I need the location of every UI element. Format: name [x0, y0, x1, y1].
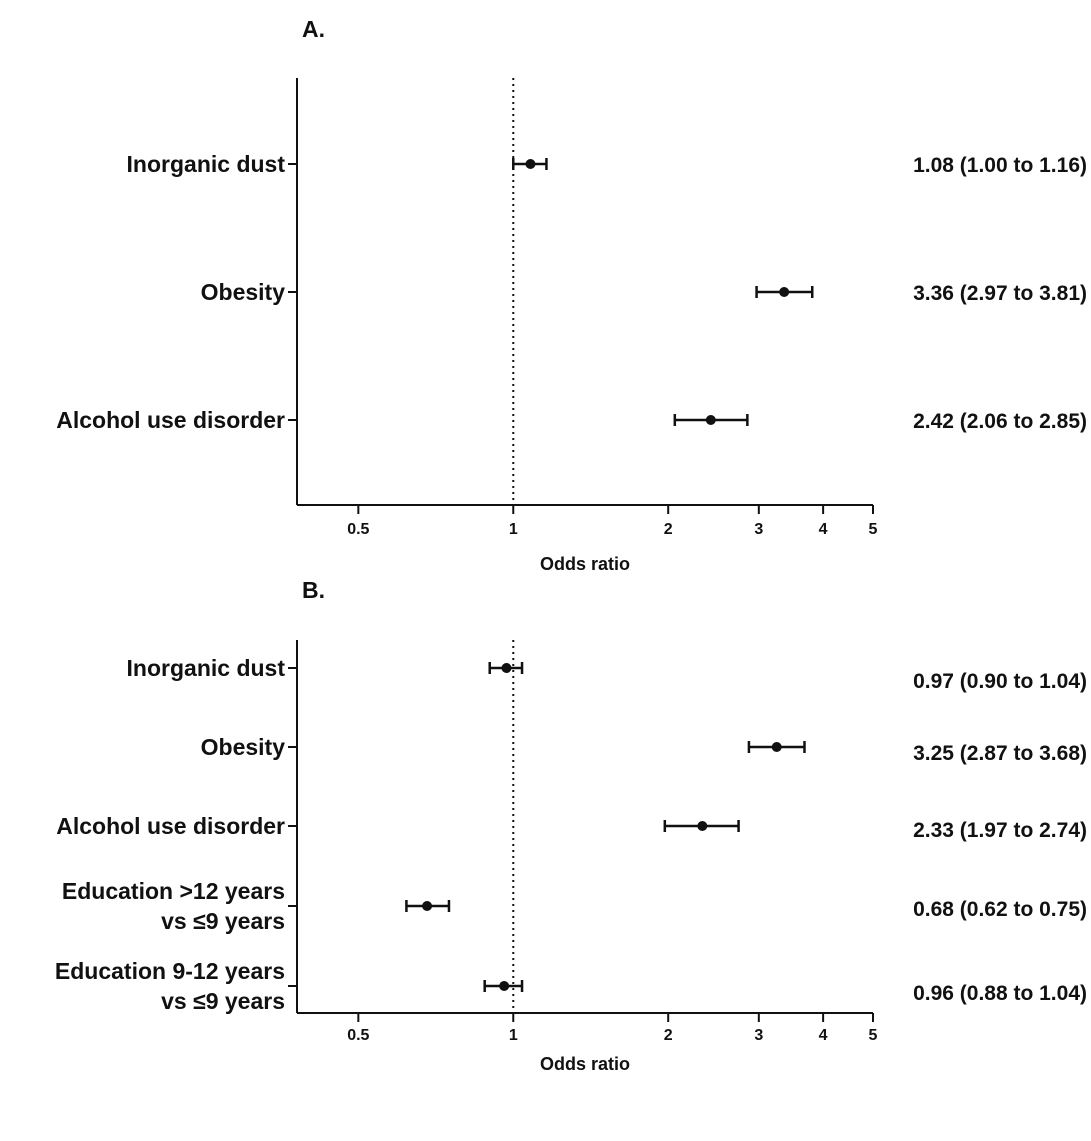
category-label: Education 9-12 years — [55, 958, 285, 984]
odds-ratio-text: 0.97 (0.90 to 1.04) — [913, 670, 1087, 693]
x-tick-label: 3 — [754, 1027, 763, 1044]
category-label: Inorganic dust — [127, 655, 286, 681]
odds-ratio-point — [501, 663, 512, 673]
category-label: Obesity — [201, 734, 286, 760]
x-tick-label: 4 — [819, 521, 828, 538]
x-tick-label: 0.5 — [347, 1027, 369, 1044]
odds-ratio-point — [779, 287, 790, 297]
x-tick-label: 2 — [664, 1027, 673, 1044]
category-label: Alcohol use disorder — [56, 407, 285, 433]
x-tick-label: 0.5 — [347, 521, 369, 538]
odds-ratio-point — [705, 415, 716, 425]
category-label-line2: vs ≤9 years — [161, 988, 285, 1014]
odds-ratio-text: 0.96 (0.88 to 1.04) — [913, 982, 1087, 1005]
category-label-line2: vs ≤9 years — [161, 908, 285, 934]
odds-ratio-point — [771, 742, 782, 752]
category-label: Education >12 years — [62, 878, 285, 904]
odds-ratio-point — [697, 821, 708, 831]
panel-b: B. 0.5 1 2 3 4 5 Odds ratio Inorganic dust 0.97 (… — [55, 577, 1087, 1074]
category-label: Inorganic dust — [127, 151, 286, 177]
x-axis-title: Odds ratio — [540, 554, 630, 574]
category-label: Alcohol use disorder — [56, 813, 285, 839]
x-tick-label: 3 — [754, 521, 763, 538]
odds-ratio-text: 2.33 (1.97 to 2.74) — [913, 819, 1087, 842]
panel-letter: B. — [302, 577, 325, 603]
odds-ratio-text: 2.42 (2.06 to 2.85) — [913, 410, 1087, 433]
x-tick-label: 2 — [664, 521, 673, 538]
x-tick-label: 5 — [869, 521, 878, 538]
odds-ratio-point — [525, 159, 536, 169]
panel-letter: A. — [302, 16, 325, 42]
category-label: Obesity — [201, 279, 286, 305]
odds-ratio-text: 1.08 (1.00 to 1.16) — [913, 154, 1087, 177]
odds-ratio-text: 3.25 (2.87 to 3.68) — [913, 742, 1087, 765]
odds-ratio-text: 3.36 (2.97 to 3.81) — [913, 282, 1087, 305]
x-axis-title: Odds ratio — [540, 1054, 630, 1074]
odds-ratio-point — [422, 901, 433, 911]
odds-ratio-text: 0.68 (0.62 to 0.75) — [913, 898, 1087, 921]
x-tick-label: 4 — [819, 1027, 828, 1044]
x-tick-label: 1 — [509, 521, 518, 538]
odds-ratio-point — [499, 981, 510, 991]
panel-a: A. 0.5 1 2 3 4 5 Odds ratio Inorganic dust 1.08 (… — [56, 16, 1087, 574]
x-tick-label: 1 — [509, 1027, 518, 1044]
x-tick-label: 5 — [869, 1027, 878, 1044]
